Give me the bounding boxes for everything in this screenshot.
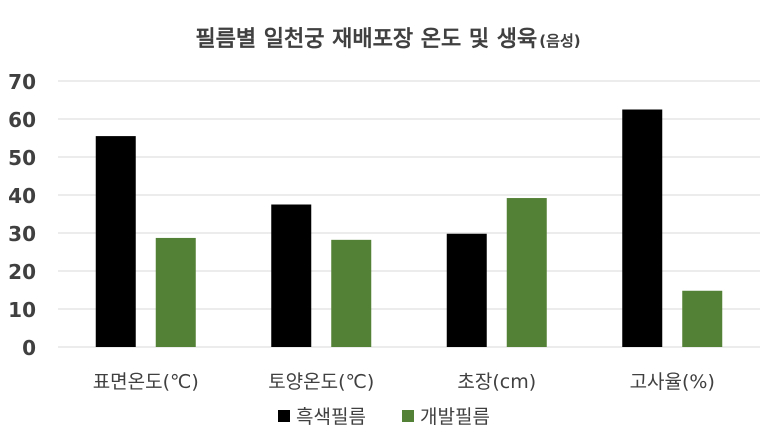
bar-developed-film	[331, 239, 372, 347]
svg-text:필름별 일천궁 재배포장 온도 및 생육(음성): 필름별 일천궁 재배포장 온도 및 생육 (음성)	[195, 27, 580, 52]
y-tick-label: 0	[22, 336, 36, 360]
bar-black-film	[95, 136, 136, 347]
x-category-label: 표면온도(℃)	[93, 371, 199, 393]
bar-developed-film	[506, 198, 547, 347]
y-tick-label: 50	[8, 146, 36, 170]
bar-developed-film	[155, 237, 196, 347]
bar-black-film	[271, 204, 312, 347]
y-tick-label: 40	[8, 184, 36, 208]
y-tick-label: 70	[8, 70, 36, 94]
legend-label: 개발필름	[420, 406, 490, 428]
y-tick-label: 20	[8, 260, 36, 284]
chart-title-group: 필름별 일천궁 재배포장 온도 및 생육 (음성)	[195, 27, 580, 52]
y-tick-label: 30	[8, 222, 36, 246]
legend: 흑색필름 개발필름	[278, 406, 490, 428]
y-tick-label: 10	[8, 298, 36, 322]
legend-label: 흑색필름	[296, 406, 366, 428]
bars	[95, 109, 723, 347]
bar-black-film	[446, 233, 487, 347]
chart-title-suffix: (음성)	[539, 32, 580, 50]
bar-black-film	[622, 109, 663, 347]
x-category-label: 고사율(%)	[630, 371, 715, 393]
x-category-label: 토양온도(℃)	[268, 371, 374, 393]
y-tick-label: 60	[8, 108, 36, 132]
x-category-label: 초장(cm)	[457, 371, 536, 393]
legend-swatch	[278, 410, 290, 422]
legend-swatch	[402, 410, 414, 422]
bar-developed-film	[682, 290, 723, 347]
x-axis-labels: 표면온도(℃) 토양온도(℃) 초장(cm) 고사율(%)	[93, 371, 715, 393]
chart-title: 필름별 일천궁 재배포장 온도 및 생육	[195, 27, 537, 52]
y-axis-ticks: 0 10 20 30 40 50 60 70	[8, 70, 36, 360]
